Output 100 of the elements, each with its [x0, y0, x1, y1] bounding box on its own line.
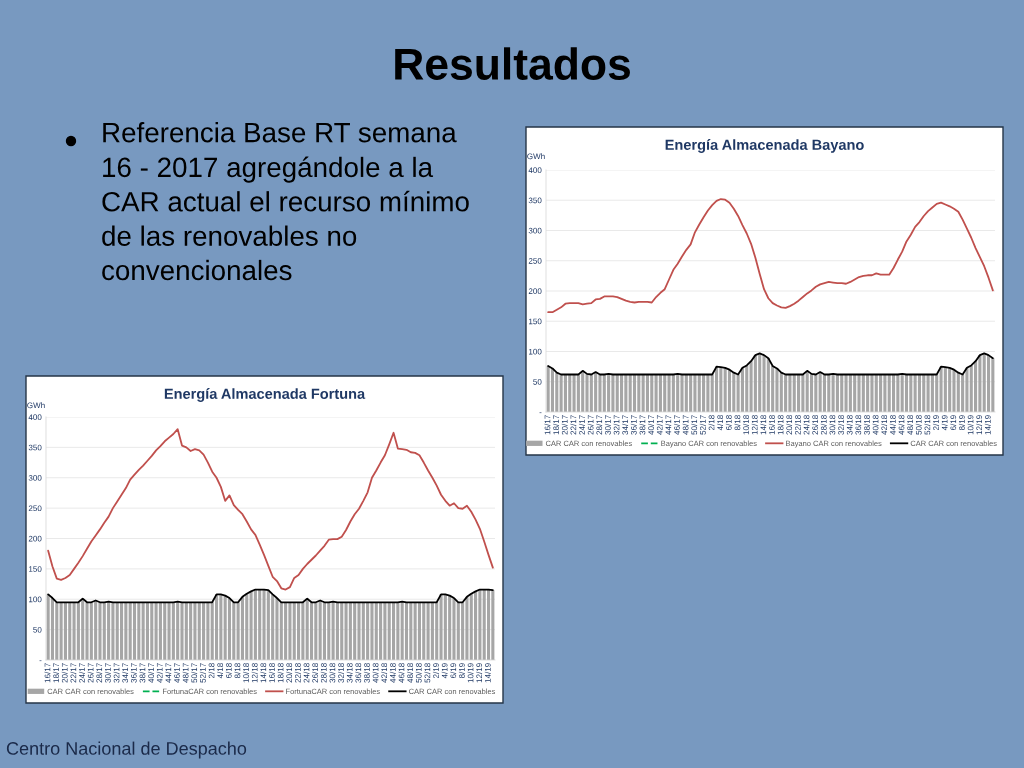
bar — [887, 374, 891, 412]
bar — [413, 602, 417, 660]
bar — [297, 602, 301, 660]
x-tick-label: 40/17 — [648, 415, 654, 435]
bar — [223, 595, 227, 660]
bar — [202, 602, 206, 660]
bar — [555, 372, 559, 412]
bar — [335, 602, 339, 660]
y-tick-label: 400 — [528, 167, 542, 173]
x-tick-label: 18/18 — [777, 415, 784, 435]
x-tick-label: 22/18 — [794, 415, 801, 435]
x-tick-label: 28/18 — [320, 663, 327, 683]
y-tick-label: 300 — [528, 227, 542, 234]
y-tick-label: 100 — [529, 348, 542, 355]
x-tick-label: 6/19 — [950, 415, 957, 431]
x-tick-label: 34/18 — [346, 663, 353, 683]
bar — [81, 598, 85, 660]
chart-title: Energía Almacenada Bayano — [665, 139, 864, 153]
bar — [361, 602, 365, 660]
bar — [563, 374, 567, 412]
bar — [740, 367, 744, 412]
bar — [658, 374, 662, 412]
x-tick-label: 48/17 — [682, 415, 689, 435]
bar — [452, 598, 456, 660]
bar — [909, 374, 913, 412]
x-tick-label: 20/17 — [61, 663, 68, 683]
x-tick-label: 24/17 — [578, 415, 585, 435]
bar — [189, 602, 193, 660]
x-tick-label: 26/18 — [312, 663, 318, 683]
x-tick-label: 30/18 — [329, 663, 336, 683]
bar — [120, 602, 124, 660]
x-tick-label: 50/17 — [191, 663, 198, 683]
bar — [766, 358, 770, 412]
bar — [85, 602, 89, 660]
bar — [857, 374, 861, 412]
bar — [340, 602, 344, 660]
bar — [611, 374, 615, 412]
bar — [637, 374, 641, 412]
bar — [801, 374, 805, 412]
x-tick-label: 32/17 — [613, 415, 620, 435]
x-tick-label: 28/17 — [596, 415, 603, 435]
bar — [422, 602, 426, 660]
bar — [94, 600, 98, 660]
bar — [344, 602, 348, 660]
bar — [314, 602, 318, 660]
bar — [430, 602, 434, 660]
x-tick-label: 20/18 — [786, 415, 793, 435]
x-tick-label: 8/19 — [458, 663, 465, 679]
bar — [448, 595, 452, 660]
bar — [939, 366, 943, 412]
bar — [650, 374, 654, 412]
x-tick-label: 28/17 — [96, 663, 103, 683]
bar — [745, 365, 749, 412]
bar — [874, 374, 878, 412]
bar — [115, 602, 119, 660]
x-tick-label: 20/17 — [561, 415, 568, 435]
bar — [926, 374, 930, 412]
bar — [417, 602, 421, 660]
bar — [193, 602, 197, 660]
bar — [271, 594, 275, 660]
bar — [426, 602, 430, 660]
bar — [98, 602, 102, 660]
bar — [150, 602, 154, 660]
x-tick-label: 44/17 — [665, 415, 672, 435]
bar — [258, 589, 262, 660]
bar — [723, 367, 727, 412]
bar — [930, 374, 934, 412]
bar — [952, 369, 956, 412]
bar — [400, 601, 404, 660]
bar — [111, 602, 115, 660]
x-tick-label: 50/17 — [691, 415, 698, 435]
bar — [219, 594, 223, 660]
x-tick-label: 44/18 — [889, 415, 896, 435]
bar — [680, 374, 684, 412]
bar — [883, 374, 887, 412]
bar — [589, 374, 593, 412]
x-tick-label: 52/18 — [424, 663, 431, 683]
x-tick-label: 2/18 — [708, 415, 715, 431]
bar — [628, 374, 632, 412]
y-tick-label: 150 — [29, 566, 42, 572]
y-tick-label: - — [539, 412, 542, 414]
x-tick-label: 32/18 — [337, 663, 344, 683]
bar — [370, 602, 374, 660]
x-tick-label: 4/18 — [717, 415, 724, 431]
x-tick-label: 38/17 — [639, 415, 646, 435]
x-tick-label: 34/17 — [122, 663, 129, 683]
bar — [598, 374, 602, 412]
bar — [732, 372, 736, 412]
bar — [491, 590, 495, 660]
bar — [197, 602, 201, 660]
bar — [145, 602, 150, 660]
bar — [758, 353, 762, 412]
bar — [305, 598, 309, 660]
x-tick-label: 44/18 — [389, 663, 396, 683]
bar — [469, 593, 473, 660]
bar — [546, 366, 550, 412]
bar — [969, 365, 973, 412]
y-tick-label: 200 — [28, 535, 42, 542]
x-tick-label: 46/17 — [673, 415, 680, 435]
bar — [249, 591, 253, 660]
